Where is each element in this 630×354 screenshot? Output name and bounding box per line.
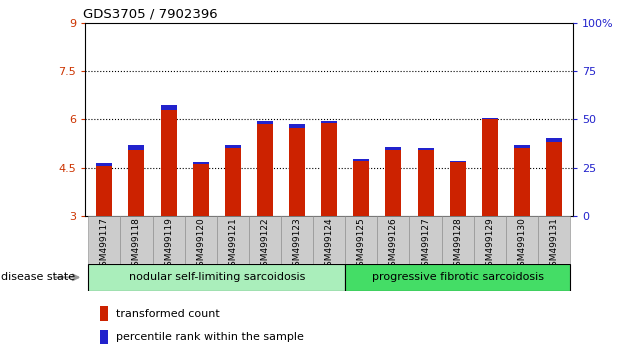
Bar (514, 144, 530, 148)
Text: GSM499119: GSM499119 (164, 217, 173, 272)
Bar (289, 127, 305, 216)
Bar (257, 124, 273, 216)
Bar (281, 216, 313, 264)
Bar (152, 216, 185, 264)
Bar (249, 216, 281, 264)
Bar (185, 216, 217, 264)
Bar (474, 216, 506, 264)
Text: GSM499123: GSM499123 (292, 217, 302, 272)
Bar (514, 148, 530, 216)
Bar (386, 147, 401, 150)
Bar (100, 330, 108, 344)
Text: progressive fibrotic sarcoidosis: progressive fibrotic sarcoidosis (372, 272, 544, 282)
Text: GSM499130: GSM499130 (517, 217, 527, 272)
Bar (482, 118, 498, 120)
Bar (129, 145, 144, 150)
Bar (410, 216, 442, 264)
Bar (313, 216, 345, 264)
Bar (193, 164, 209, 216)
Bar (450, 161, 466, 216)
Text: transformed count: transformed count (116, 308, 220, 319)
Bar (217, 216, 249, 264)
Bar (88, 216, 120, 264)
Bar (418, 148, 433, 150)
Text: GSM499120: GSM499120 (196, 217, 205, 272)
Bar (161, 110, 176, 216)
Bar (225, 148, 241, 216)
Bar (506, 216, 538, 264)
Text: GSM499124: GSM499124 (324, 217, 334, 272)
Bar (538, 216, 570, 264)
Text: GSM499128: GSM499128 (453, 217, 462, 272)
Text: GSM499126: GSM499126 (389, 217, 398, 272)
Bar (321, 121, 337, 123)
Text: GDS3705 / 7902396: GDS3705 / 7902396 (83, 7, 217, 21)
Text: GSM499125: GSM499125 (357, 217, 366, 272)
Text: GSM499121: GSM499121 (228, 217, 238, 272)
Bar (377, 216, 410, 264)
Text: disease state: disease state (1, 272, 76, 282)
Bar (546, 142, 562, 216)
FancyBboxPatch shape (88, 264, 345, 291)
Text: percentile rank within the sample: percentile rank within the sample (116, 332, 304, 342)
Bar (482, 120, 498, 216)
Bar (120, 216, 152, 264)
Text: GSM499131: GSM499131 (549, 217, 559, 272)
Text: GSM499118: GSM499118 (132, 217, 141, 272)
Text: GSM499129: GSM499129 (485, 217, 495, 272)
Text: GSM499127: GSM499127 (421, 217, 430, 272)
Bar (345, 216, 377, 264)
Bar (129, 150, 144, 216)
Bar (193, 162, 209, 164)
Bar (418, 150, 433, 216)
Text: nodular self-limiting sarcoidosis: nodular self-limiting sarcoidosis (129, 272, 305, 282)
Bar (161, 105, 176, 110)
Bar (353, 159, 369, 161)
Text: GSM499122: GSM499122 (260, 217, 270, 272)
Bar (225, 144, 241, 148)
Bar (100, 306, 108, 321)
Bar (289, 124, 305, 127)
Bar (450, 161, 466, 162)
Bar (386, 150, 401, 216)
Bar (353, 161, 369, 216)
FancyBboxPatch shape (345, 264, 570, 291)
Bar (442, 216, 474, 264)
Bar (546, 138, 562, 142)
Bar (257, 121, 273, 124)
Text: GSM499117: GSM499117 (100, 217, 109, 272)
Bar (96, 166, 112, 216)
Bar (321, 123, 337, 216)
Bar (96, 163, 112, 166)
